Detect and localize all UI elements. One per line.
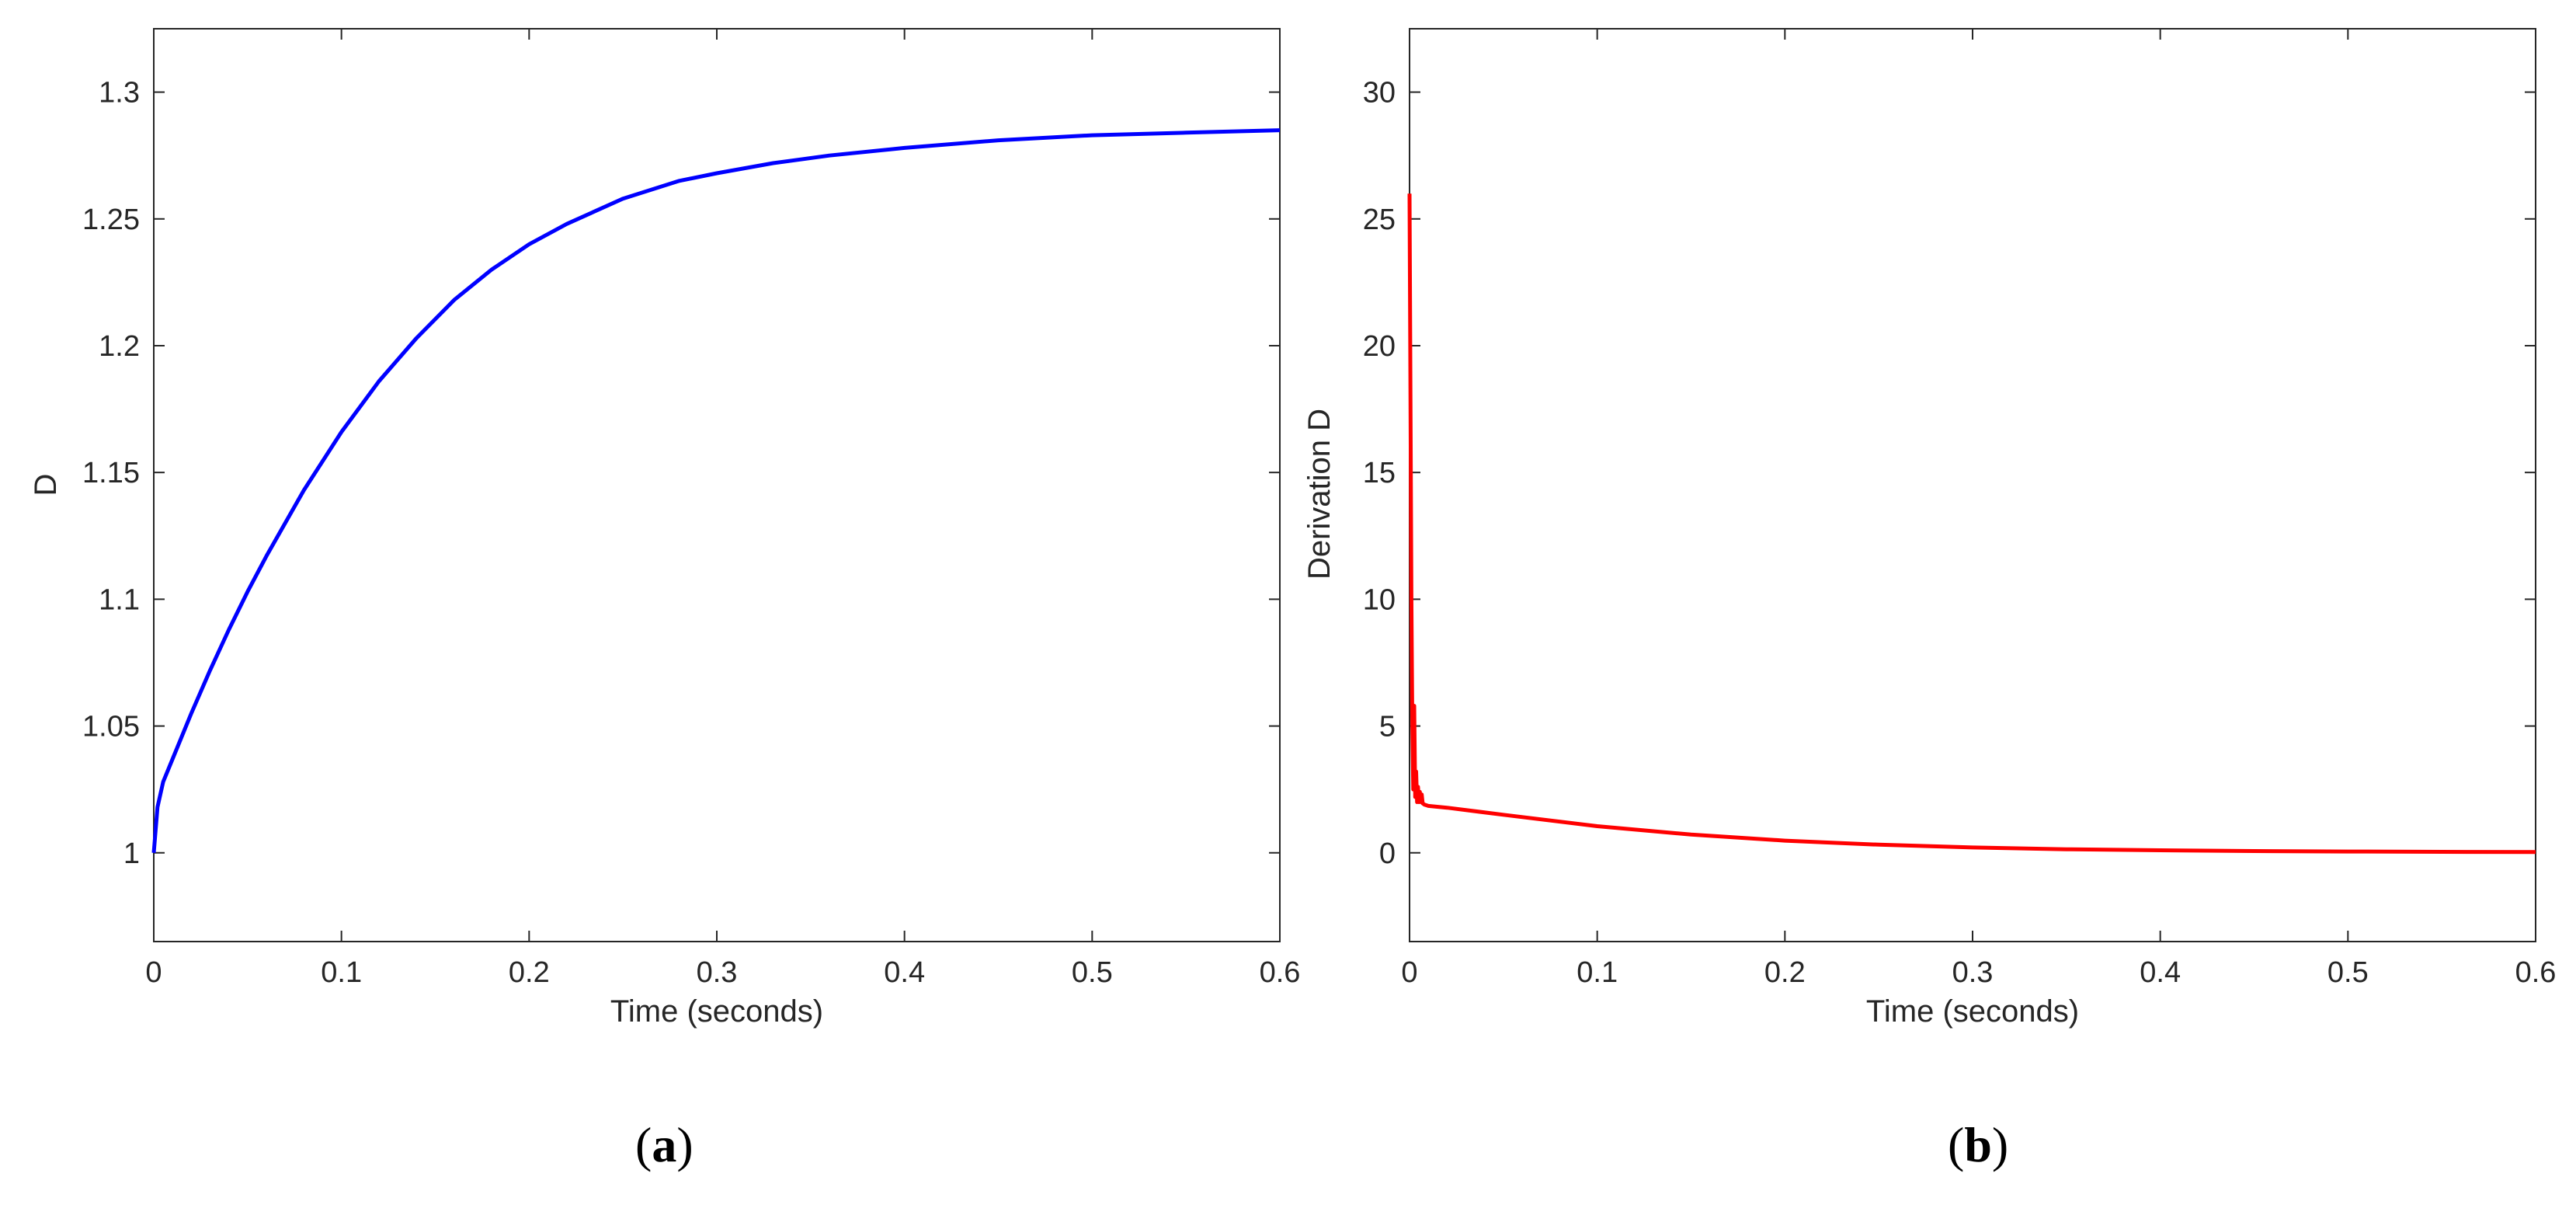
x-tick-label: 0.1	[1577, 956, 1618, 989]
x-tick-label: 0.5	[2327, 956, 2369, 989]
series-line	[151, 128, 1281, 854]
plot-a-frame	[153, 28, 1281, 942]
panel-b-caption: (b)	[1948, 1117, 2008, 1172]
y-tick-label: 30	[1363, 77, 1396, 110]
x-tick-label: 0.1	[321, 956, 362, 989]
y-tick-label: 15	[1363, 457, 1396, 489]
y-tick-label: 1.3	[99, 77, 140, 110]
panel-b-caption-letter: b	[1964, 1117, 1992, 1172]
panel-a-x-axis-label: Time (seconds)	[610, 994, 823, 1029]
panel-a-series	[151, 128, 1281, 854]
y-tick-label: 20	[1363, 330, 1396, 363]
y-tick-label: 10	[1363, 583, 1396, 616]
y-tick-label: 5	[1379, 711, 1396, 743]
y-tick-label: 1.2	[99, 330, 140, 363]
x-tick-label: 0	[1401, 956, 1417, 989]
x-tick-label: 0.5	[1072, 956, 1113, 989]
x-tick-label: 0	[145, 956, 162, 989]
y-tick-label: 1.15	[82, 457, 140, 489]
x-tick-label: 0.4	[2140, 956, 2181, 989]
panel-a-y-ticks: 1 1.05 1.1 1.15 1.2 1.25 1.3	[82, 77, 1280, 870]
panel-b: 0 0.1 0.2 0.3 0.4 0.5 0.6 0 5 10 15 20 25 30 Time (s…	[1302, 28, 2556, 1172]
x-tick-label: 0.3	[1952, 956, 1994, 989]
panel-a-y-axis-label: D	[29, 474, 63, 496]
y-tick-label: 0	[1379, 837, 1396, 870]
y-tick-label: 1.05	[82, 711, 140, 743]
y-tick-label: 1.25	[82, 204, 140, 236]
x-tick-label: 0.6	[1260, 956, 1301, 989]
panel-b-y-axis-label: Derivation D	[1302, 409, 1337, 580]
x-tick-label: 0.4	[884, 956, 925, 989]
x-tick-label: 0.6	[2515, 956, 2557, 989]
panel-a-x-ticks: 0 0.1 0.2 0.3 0.4 0.5 0.6	[145, 29, 1300, 989]
panel-a-caption: (a)	[635, 1117, 694, 1172]
y-tick-label: 1.1	[99, 583, 140, 616]
x-tick-label: 0.2	[509, 956, 550, 989]
panel-b-series	[1407, 193, 2536, 855]
plot-b-frame	[1409, 28, 2536, 942]
x-tick-label: 0.3	[697, 956, 738, 989]
x-tick-label: 0.2	[1764, 956, 1806, 989]
panel-a: 0 0.1 0.2 0.3 0.4 0.5 0.6 11.051.11.151.21.251…	[29, 28, 1300, 1172]
panel-b-y-ticks: 0 5 10 15 20 25 30	[1363, 77, 2536, 870]
panel-b-x-axis-label: Time (seconds)	[1866, 994, 2079, 1029]
panel-a-caption-letter: a	[652, 1117, 676, 1172]
y-tick-label: 25	[1363, 204, 1396, 236]
y-tick-label: 1	[123, 837, 140, 870]
series-line	[1407, 193, 2536, 855]
panel-b-x-ticks: 0 0.1 0.2 0.3 0.4 0.5 0.6	[1401, 29, 2556, 989]
